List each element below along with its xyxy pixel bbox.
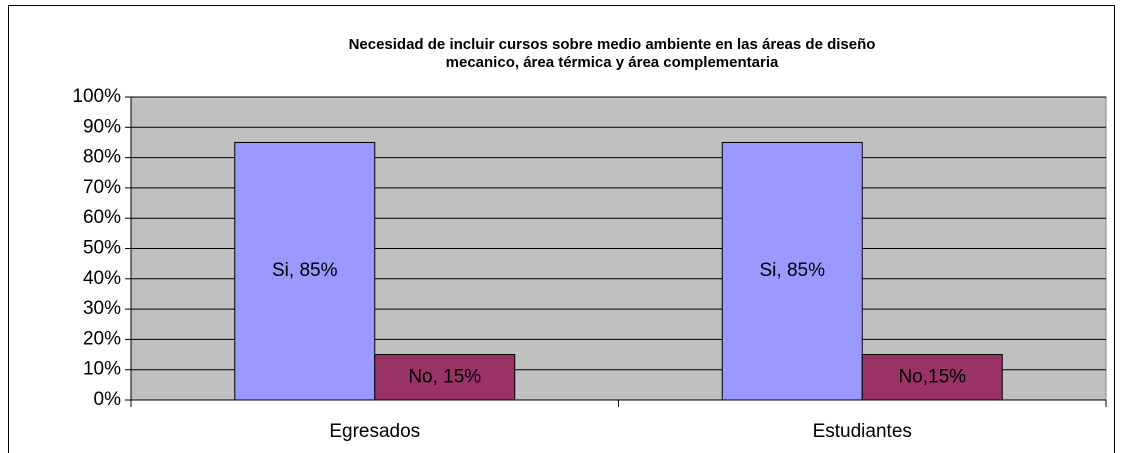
bar	[374, 354, 516, 401]
x-tick-label: Estudiantes	[813, 421, 912, 442]
x-tick-label: Egresados	[329, 421, 420, 442]
bar	[721, 141, 863, 401]
bar	[861, 354, 1003, 401]
y-tick-label: 40%	[83, 268, 121, 289]
chart-title: Necesidad de incluir cursos sobre medio …	[349, 36, 876, 53]
value-label: No, 15%	[408, 366, 481, 387]
y-tick-label: 30%	[83, 298, 121, 319]
chart-title: mecanico, área térmica y área complement…	[446, 54, 779, 71]
y-tick-label: 90%	[83, 116, 121, 137]
y-tick-label: 100%	[72, 86, 121, 107]
y-tick-label: 70%	[83, 177, 121, 198]
y-tick-label: 20%	[83, 328, 121, 349]
y-tick-label: 60%	[83, 207, 121, 228]
value-label: Si, 85%	[760, 260, 826, 281]
y-tick-label: 50%	[83, 238, 121, 259]
value-label: Si, 85%	[272, 260, 338, 281]
y-tick-label: 10%	[83, 359, 121, 380]
y-tick-label: 0%	[94, 389, 122, 410]
value-label: No,15%	[898, 366, 966, 387]
bar	[234, 141, 376, 401]
y-tick-label: 80%	[83, 147, 121, 168]
